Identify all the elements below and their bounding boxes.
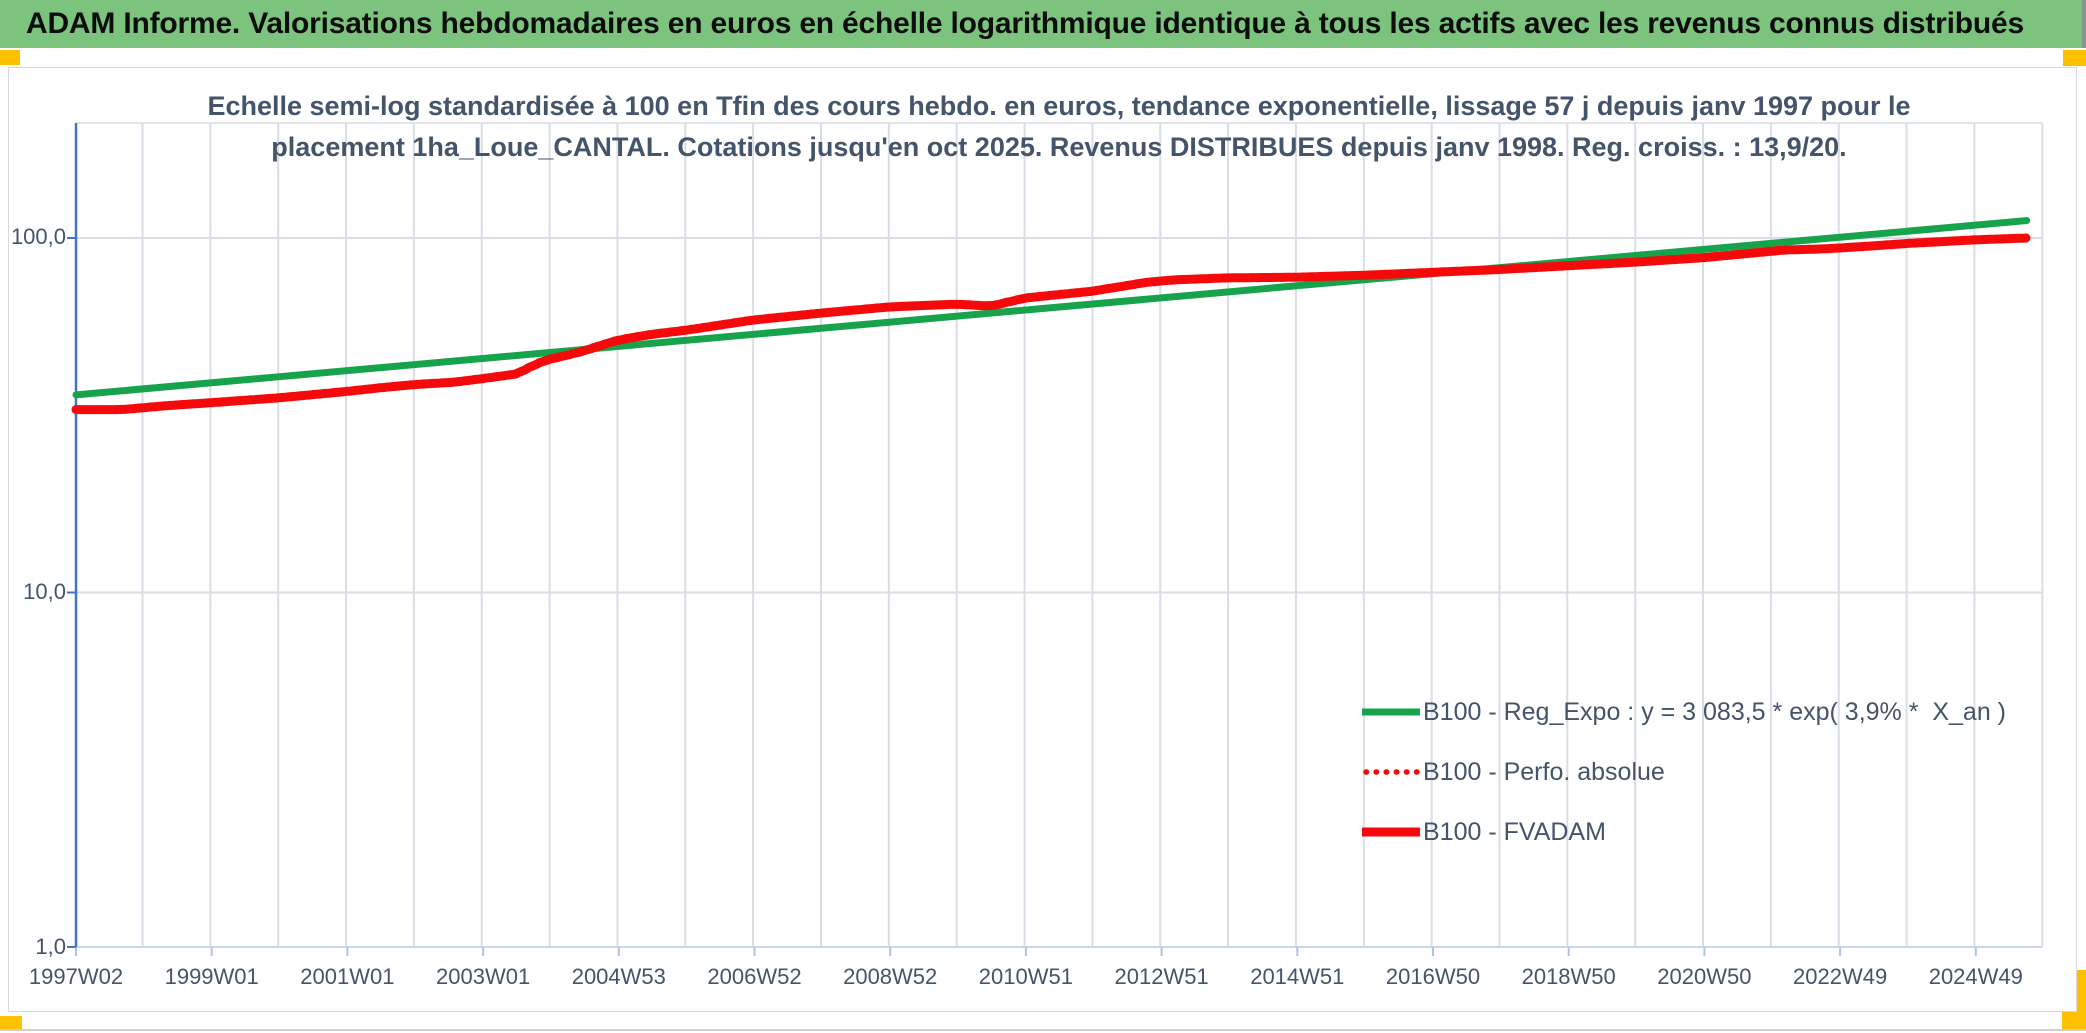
corner-marker-bottom-right-block: [2062, 1010, 2086, 1030]
x-axis-label: 2022W49: [1793, 964, 1888, 989]
corner-marker-bottom-right-strip: [2076, 970, 2086, 1014]
x-axis-label: 2001W01: [300, 964, 395, 989]
window-bottom-edge: [0, 1029, 2086, 1031]
x-axis-label: 2008W52: [843, 964, 938, 989]
x-axis-label: 1999W01: [164, 964, 259, 989]
corner-marker-top-left: [0, 50, 20, 65]
x-axis-label: 2014W51: [1250, 964, 1345, 989]
x-axis-label: 2003W01: [436, 964, 531, 989]
x-axis-label: 2010W51: [978, 964, 1073, 989]
legend-swatch-red-dotted-line: [1363, 769, 1420, 775]
legend-label-perfo-absolue: B100 - Perfo. absolue: [1423, 757, 1665, 786]
legend-label-reg-expo: B100 - Reg_Expo : y = 3 083,5 * exp( 3,9…: [1423, 697, 2006, 726]
x-axis-label: 2018W50: [1521, 964, 1616, 989]
page-title: ADAM Informe. Valorisations hebdomadaire…: [26, 7, 2024, 40]
x-axis-label: 2012W51: [1114, 964, 1209, 989]
x-axis-label: 2024W49: [1928, 964, 2023, 989]
y-axis-label-100: 100,0: [10, 224, 66, 249]
banner-right-edge: [2082, 0, 2086, 48]
legend-item-fvadam: B100 - FVADAM: [1362, 802, 2006, 862]
corner-marker-top-right: [2063, 50, 2086, 66]
y-axis-label-1: 1,0: [35, 934, 66, 959]
title-bar: ADAM Informe. Valorisations hebdomadaire…: [0, 0, 2086, 48]
legend-item-reg-expo: B100 - Reg_Expo : y = 3 083,5 * exp( 3,9…: [1362, 682, 2006, 742]
corner-marker-bottom-left: [0, 1016, 22, 1031]
legend: B100 - Reg_Expo : y = 3 083,5 * exp( 3,9…: [1362, 682, 2006, 862]
chart-frame: [8, 67, 2077, 1012]
legend-label-fvadam: B100 - FVADAM: [1423, 817, 1606, 846]
x-axis-label: 1997W02: [28, 964, 124, 989]
y-axis-label-10: 10,0: [23, 579, 66, 604]
x-axis-label: 2020W50: [1657, 964, 1752, 989]
x-axis-label: 2004W53: [571, 964, 666, 989]
x-axis-label: 2016W50: [1385, 964, 1481, 989]
legend-item-perfo-absolue: B100 - Perfo. absolue: [1362, 742, 2006, 802]
x-axis-label: 2006W52: [707, 964, 802, 989]
legend-swatch-green-line: [1362, 708, 1420, 716]
legend-swatch-red-line: [1362, 827, 1420, 837]
